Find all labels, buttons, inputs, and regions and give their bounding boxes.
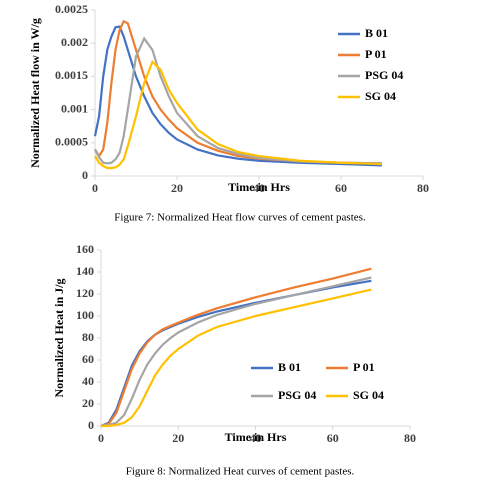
legend-label: SG 04: [365, 89, 396, 103]
x-tick-label: 40: [253, 181, 265, 195]
x-tick-label: 60: [327, 431, 339, 445]
x-axis-title: Time in Hrs: [228, 180, 290, 194]
y-tick-label: 40: [82, 374, 94, 388]
y-tick-label: 0.001: [61, 101, 88, 115]
data-line: [94, 19, 383, 165]
y-tick-label: 20: [82, 396, 94, 410]
figure-caption: Figure 8: Normalized Heat curves of ceme…: [126, 466, 355, 478]
legend-label: P 01: [365, 47, 387, 61]
y-axis-title: Normalized Heat flow in W/g: [28, 18, 42, 168]
y-tick-label: 0: [88, 418, 94, 432]
legend-label: SG 04: [353, 388, 384, 402]
y-tick-label: 100: [76, 308, 94, 322]
y-tick-label: 0.0025: [55, 2, 88, 16]
data-line: [101, 288, 372, 428]
y-tick-label: 120: [76, 286, 94, 300]
x-tick-label: 40: [250, 431, 262, 445]
y-tick-label: 140: [76, 264, 94, 278]
x-tick-label: 0: [98, 431, 104, 445]
y-axis-title: Normalized Heat in J/g: [52, 279, 66, 398]
data-line: [94, 59, 383, 170]
y-tick-label: 0.002: [61, 35, 88, 49]
y-tick-label: 60: [82, 352, 94, 366]
y-tick-label: 160: [76, 242, 94, 256]
x-tick-label: 80: [417, 181, 429, 195]
legend-label: PSG 04: [278, 388, 316, 402]
y-tick-label: 0.0015: [55, 68, 88, 82]
figure-caption: Figure 7: Normalized Heat flow curves of…: [114, 212, 366, 224]
x-tick-label: 20: [171, 181, 183, 195]
data-line: [93, 25, 383, 167]
legend-label: PSG 04: [365, 68, 403, 82]
y-tick-label: 80: [82, 330, 94, 344]
x-tick-label: 20: [172, 431, 184, 445]
data-line: [100, 267, 372, 428]
legend-label: B 01: [365, 26, 388, 40]
data-line: [94, 36, 383, 165]
x-axis-title: Time in Hrs: [225, 430, 287, 444]
x-tick-label: 80: [404, 431, 416, 445]
y-tick-label: 0.0005: [55, 135, 88, 149]
legend-label: P 01: [353, 360, 375, 374]
y-tick-label: 0: [82, 168, 88, 182]
data-line: [100, 276, 372, 428]
x-tick-label: 60: [335, 181, 347, 195]
legend-label: B 01: [278, 360, 301, 374]
x-tick-label: 0: [92, 181, 98, 195]
